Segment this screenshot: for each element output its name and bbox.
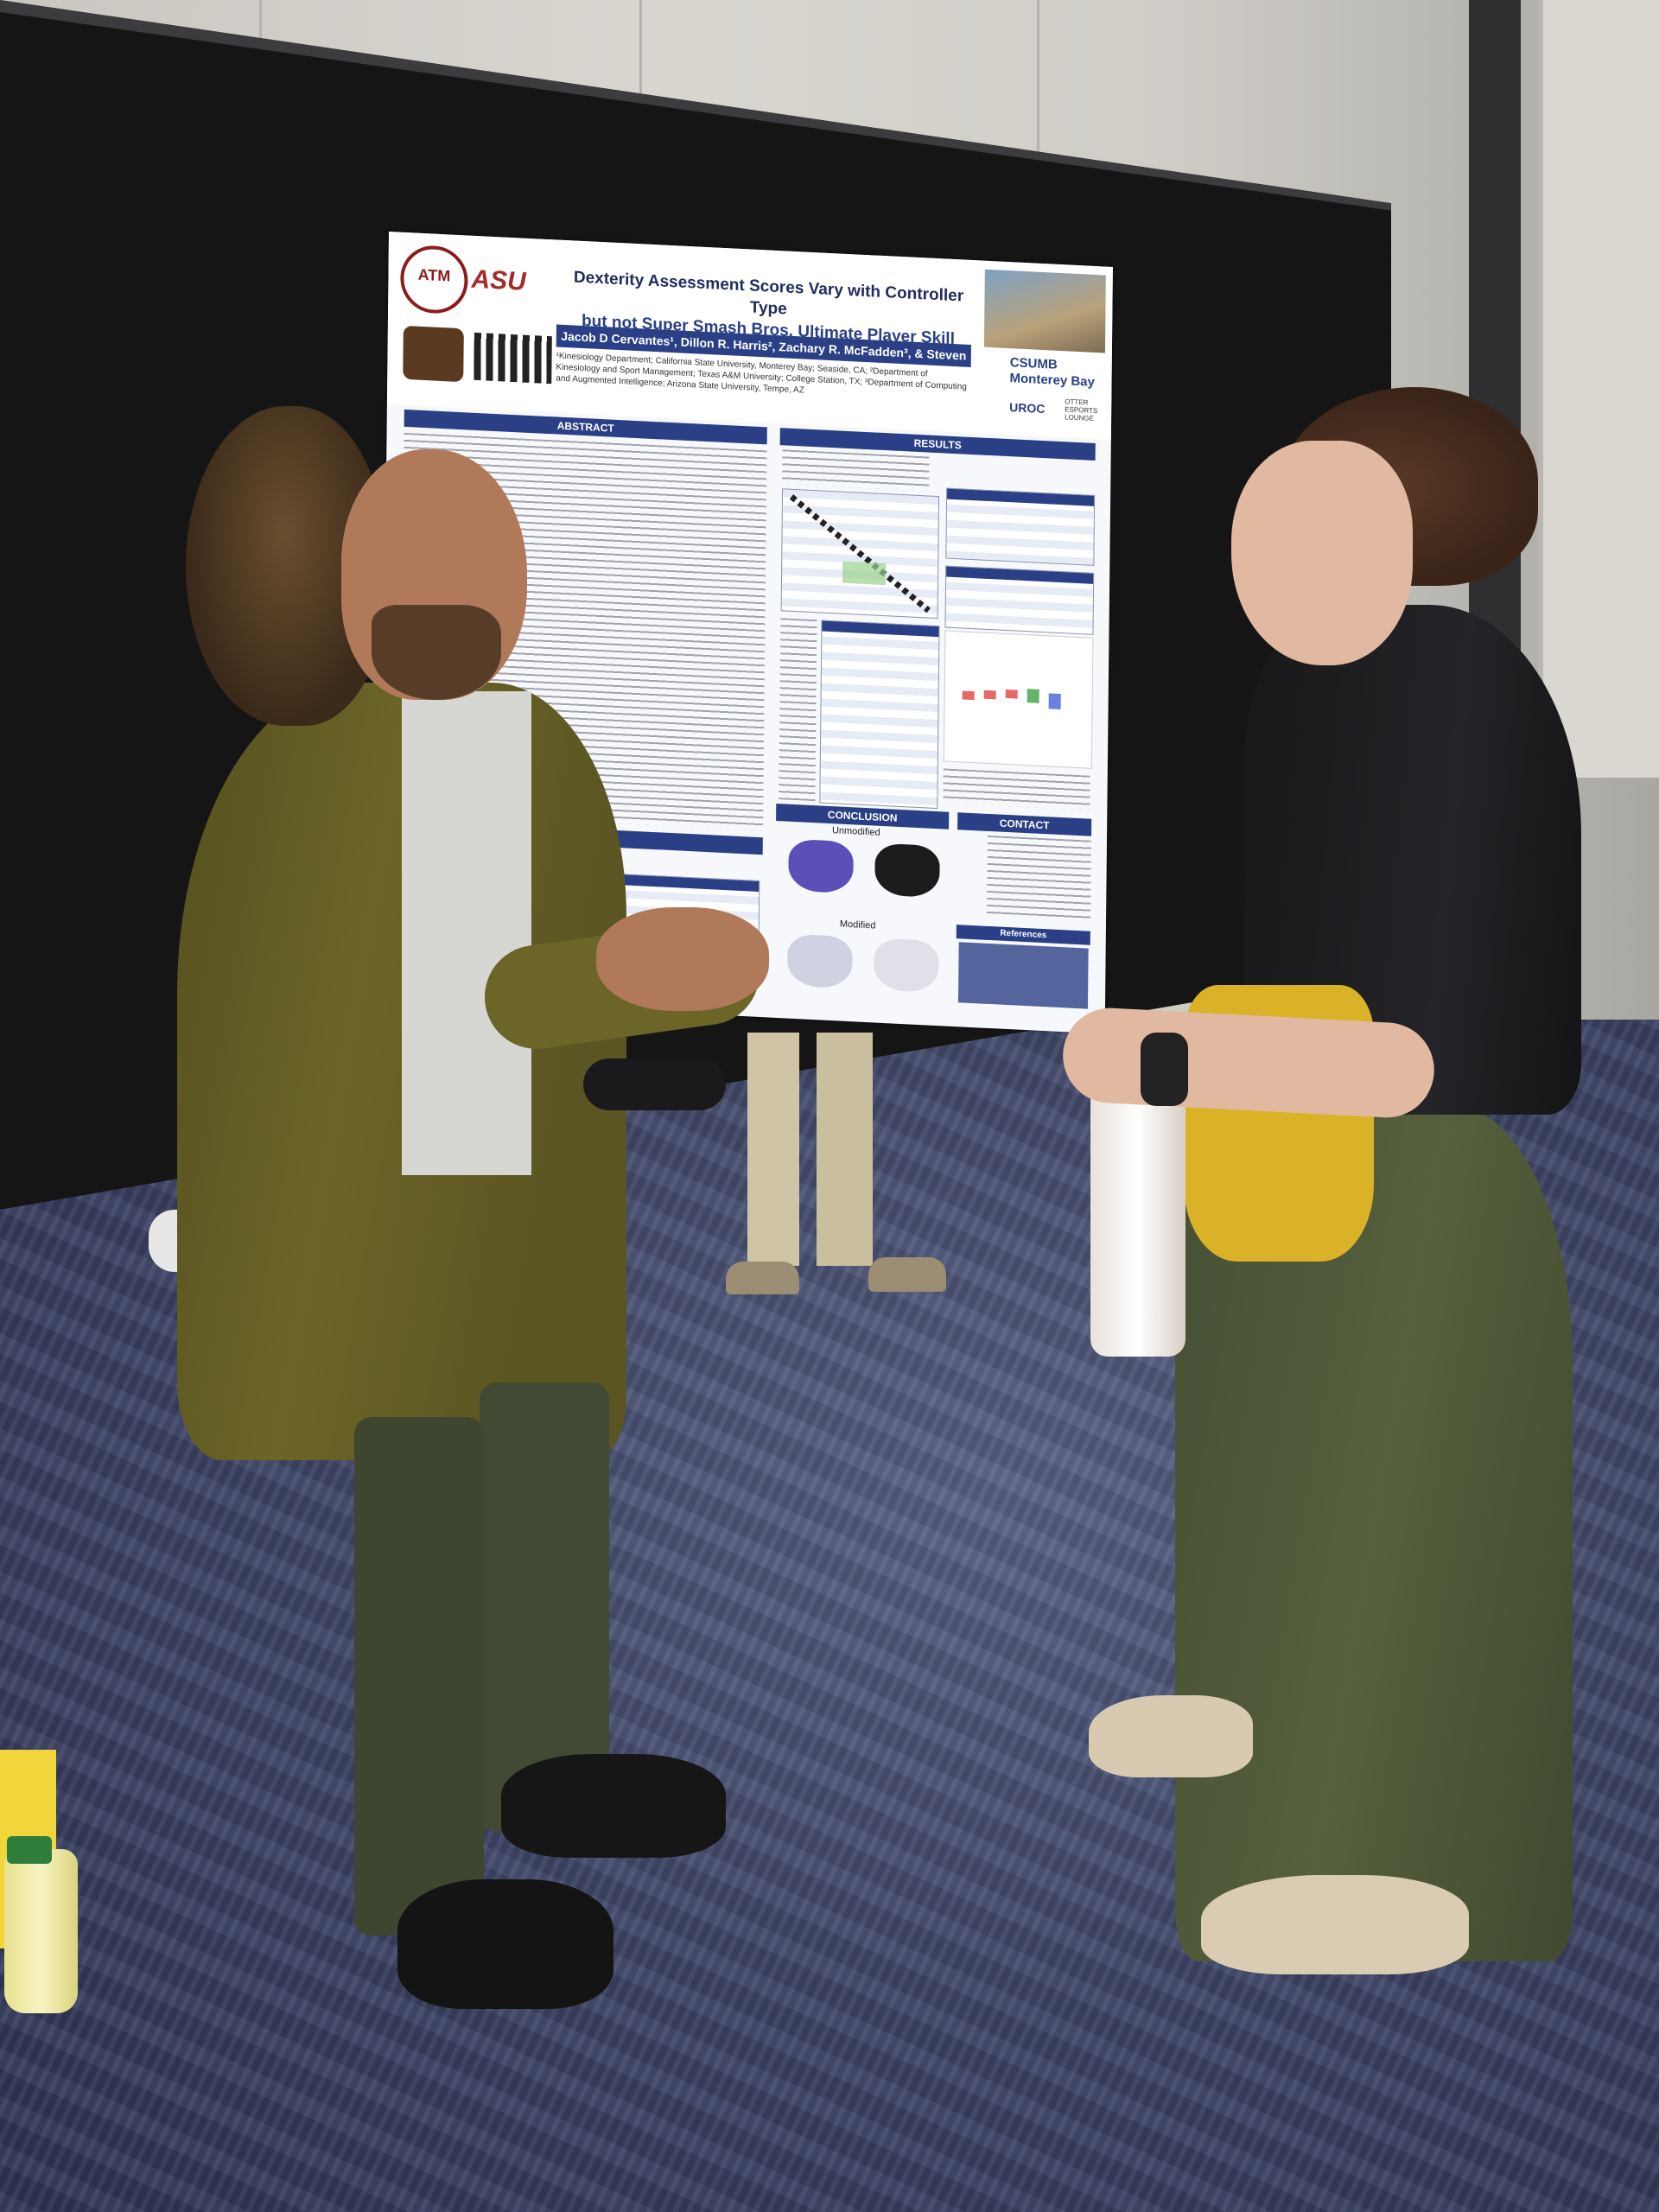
table-header bbox=[946, 566, 1094, 584]
bystander-leg bbox=[817, 1033, 873, 1266]
man-shoe bbox=[397, 1879, 613, 2009]
table-header bbox=[822, 620, 939, 638]
results-caption bbox=[782, 449, 930, 492]
man-beard bbox=[372, 605, 501, 700]
wall-panel bbox=[1538, 0, 1659, 778]
references-text bbox=[957, 942, 1089, 1009]
research-poster: ATM ASU Dexterity Assessment Scores Vary… bbox=[380, 232, 1113, 1034]
references-header: References bbox=[956, 925, 1090, 945]
bystander-shoe bbox=[868, 1257, 946, 1292]
state-map-logo bbox=[403, 325, 464, 383]
bottle-cap bbox=[7, 1836, 52, 1864]
pro-controller-image bbox=[874, 842, 940, 899]
contact-text bbox=[987, 835, 1091, 923]
contact-header: CONTACT bbox=[957, 812, 1092, 836]
correlation-matrix bbox=[780, 488, 940, 620]
coastal-photo bbox=[983, 269, 1106, 353]
asu-logo: ASU bbox=[471, 264, 526, 296]
modified-gamecube-controller-image bbox=[787, 933, 853, 989]
man-shoe bbox=[501, 1754, 726, 1858]
box-plot-box bbox=[1048, 693, 1061, 710]
csumb-logo: CSUMB Monterey Bay bbox=[1009, 355, 1096, 390]
modified-label: Modified bbox=[839, 918, 876, 931]
man-gesturing-hand bbox=[596, 907, 769, 1011]
box-plot-box bbox=[1005, 689, 1018, 699]
woman-face bbox=[1231, 441, 1413, 665]
table-header bbox=[947, 488, 1095, 506]
woman-shoe bbox=[1089, 1695, 1253, 1777]
unmodified-label: Unmodified bbox=[831, 825, 880, 838]
results-table-1 bbox=[945, 487, 1096, 566]
maze-logo bbox=[474, 332, 552, 385]
handheld-controller bbox=[583, 1058, 726, 1110]
box-plot-box bbox=[983, 690, 996, 700]
man-shirt bbox=[402, 691, 531, 1175]
bystander-leg bbox=[747, 1033, 799, 1266]
correlation-diagonal bbox=[789, 494, 931, 613]
esports-lounge-logo: OTTER ESPORTS LOUNGE bbox=[1065, 397, 1098, 423]
box-plot-caption bbox=[943, 768, 1090, 810]
gamecube-controller-image bbox=[788, 838, 854, 894]
man-pants bbox=[354, 1417, 484, 1936]
results-side-text bbox=[779, 618, 817, 802]
woman-shoe bbox=[1201, 1875, 1469, 1974]
tamu-seal-text: ATM bbox=[417, 265, 451, 285]
woman-arm bbox=[1060, 1005, 1437, 1121]
uroc-logo: UROC bbox=[1009, 400, 1046, 416]
results-table-3 bbox=[819, 620, 940, 810]
modified-pro-controller-image bbox=[874, 938, 939, 994]
box-plot-box bbox=[962, 690, 975, 701]
box-plot bbox=[943, 630, 1094, 769]
smartwatch bbox=[1141, 1033, 1188, 1106]
juice-bottle bbox=[4, 1849, 78, 2013]
box-plot-box bbox=[1027, 689, 1039, 703]
bystander-shoe bbox=[726, 1262, 799, 1294]
results-table-2 bbox=[944, 565, 1095, 635]
